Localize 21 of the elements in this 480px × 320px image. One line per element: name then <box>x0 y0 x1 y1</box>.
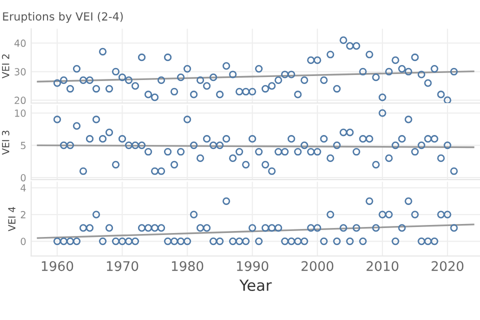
y-axis-title: VEI 2 <box>2 54 10 78</box>
x-tick-label: 1970 <box>106 261 138 272</box>
x-tick-label: 2000 <box>302 261 334 272</box>
chart-title: Eruptions by VEI (2-4) <box>3 12 123 23</box>
y-tick-label: 2 <box>20 211 26 218</box>
y-tick-label: 0 <box>20 174 26 182</box>
x-tick-label: 2010 <box>366 261 398 272</box>
y-tick-label: 20 <box>14 96 26 104</box>
y-axis-title: VEI 4 <box>8 206 16 232</box>
x-tick-label: 1980 <box>172 261 204 272</box>
x-axis-title: Year <box>239 280 272 292</box>
y-tick-label: 5 <box>20 142 26 150</box>
y-tick-label: 30 <box>14 68 26 76</box>
x-tick-label: 1960 <box>42 261 74 272</box>
y-axis-title: VEI 3 <box>2 130 10 155</box>
y-tick-label: 40 <box>14 40 26 47</box>
x-tick-label: 2020 <box>432 261 464 272</box>
y-tick-label: 10 <box>15 110 26 117</box>
y-tick-label: 0 <box>20 238 26 246</box>
x-tick-label: 1990 <box>237 261 268 272</box>
y-tick-label: 4 <box>20 184 26 192</box>
